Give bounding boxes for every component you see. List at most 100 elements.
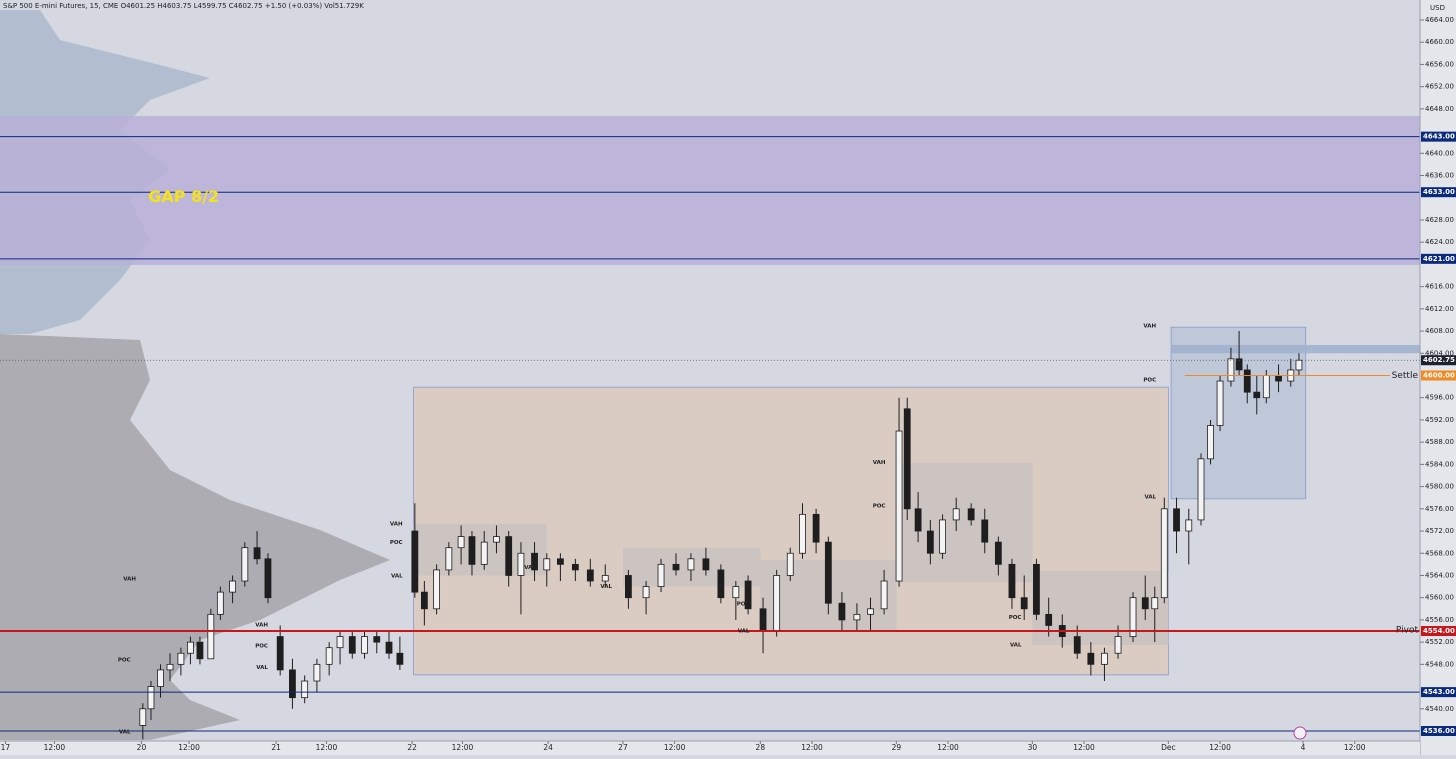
price-tag bbox=[1421, 355, 1456, 366]
candle-body bbox=[556, 558, 564, 565]
price-tag-label: 4554.00 bbox=[1423, 627, 1455, 635]
candle-body bbox=[385, 641, 393, 654]
candle-body bbox=[396, 652, 404, 665]
candle-body bbox=[624, 575, 632, 599]
y-tick-label: 4568.00 bbox=[1425, 549, 1454, 557]
candles bbox=[139, 331, 1303, 740]
profile-label: VAL bbox=[738, 629, 750, 635]
candle-body bbox=[838, 602, 846, 621]
profile-label: POC bbox=[873, 504, 886, 510]
overlay: Pivot Settle GAP 8/2 VAH POC VAL VAH POC VAL VAH P… bbox=[0, 136, 1420, 736]
candle-body bbox=[1295, 359, 1303, 371]
candle-body bbox=[361, 636, 368, 654]
y-tick-label: 4636.00 bbox=[1425, 172, 1454, 180]
x-tick-label: 4 bbox=[1301, 743, 1306, 752]
x-tick-label: 12:00 bbox=[1209, 743, 1231, 752]
candle-body bbox=[493, 536, 500, 543]
x-tick-label: 12:00 bbox=[452, 743, 474, 752]
y-tick-label: 4592.00 bbox=[1425, 416, 1454, 424]
zone bbox=[413, 523, 547, 576]
x-tick-label: 29 bbox=[892, 743, 902, 752]
profile-label: VAH bbox=[255, 622, 268, 628]
profile-label: VAL bbox=[600, 584, 612, 590]
candle-body bbox=[480, 541, 488, 565]
zones bbox=[0, 116, 1420, 676]
y-tick-label: 4540.00 bbox=[1425, 705, 1454, 713]
profile-label: POC bbox=[1143, 377, 1156, 383]
profile-label: POC bbox=[255, 644, 268, 650]
candle-body bbox=[1227, 358, 1235, 382]
candle-body bbox=[586, 569, 594, 582]
candle-body bbox=[824, 541, 832, 604]
candle-body bbox=[1185, 519, 1193, 532]
y-tick-label: 4560.00 bbox=[1425, 594, 1454, 602]
candle-body bbox=[166, 663, 174, 671]
profile-label: VAL bbox=[119, 730, 131, 736]
candle-body bbox=[1073, 636, 1081, 654]
x-tick-label: 17 bbox=[1, 743, 11, 752]
candle-body bbox=[505, 536, 513, 576]
y-tick-label: 4548.00 bbox=[1425, 660, 1454, 668]
candle-body bbox=[853, 613, 861, 621]
candle-body bbox=[1275, 375, 1282, 382]
profile-label: VAL bbox=[391, 574, 403, 580]
price-tag-label: 4600.00 bbox=[1423, 371, 1455, 379]
x-tick-label: Dec bbox=[1161, 743, 1176, 752]
candle-body bbox=[642, 586, 650, 599]
y-tick-label: 4604.00 bbox=[1425, 349, 1454, 357]
candle-body bbox=[939, 519, 946, 554]
candle-body bbox=[812, 513, 820, 543]
candle-body bbox=[445, 547, 453, 571]
y-tick-label: 4652.00 bbox=[1425, 83, 1454, 91]
y-tick-label: 4588.00 bbox=[1425, 438, 1454, 446]
y-tick-label: 4612.00 bbox=[1425, 305, 1454, 313]
candle-body bbox=[1114, 636, 1122, 654]
profile-label: VAL bbox=[1144, 495, 1156, 501]
y-tick-label: 4596.00 bbox=[1425, 394, 1454, 402]
price-tag-label: 4543.00 bbox=[1423, 688, 1455, 696]
time-axis bbox=[0, 741, 1420, 755]
candle-body bbox=[517, 552, 525, 576]
candle-body bbox=[1253, 391, 1261, 399]
y-tick-label: 4584.00 bbox=[1425, 460, 1454, 468]
candle-body bbox=[967, 508, 975, 521]
alert-icon[interactable] bbox=[1293, 726, 1307, 740]
candle-body bbox=[207, 613, 215, 660]
candle-body bbox=[867, 608, 874, 615]
profile-label: VAL bbox=[524, 565, 536, 571]
candle-body bbox=[1216, 380, 1224, 426]
chart-title: S&P 500 E-mini Futures, 15, CME O4601.25… bbox=[3, 2, 364, 10]
currency: USD bbox=[1430, 4, 1445, 12]
price-tag bbox=[1421, 626, 1456, 637]
profile-lower bbox=[0, 334, 390, 740]
price-tag-label: 4621.00 bbox=[1423, 255, 1455, 263]
candle-body bbox=[543, 558, 551, 571]
candle-body bbox=[289, 669, 296, 699]
price-tag bbox=[1421, 187, 1456, 198]
settle-name: Settle bbox=[1392, 371, 1419, 381]
candle-body bbox=[325, 647, 333, 665]
y-tick-label: 4576.00 bbox=[1425, 505, 1454, 513]
y-tick-label: 4656.00 bbox=[1425, 60, 1454, 68]
y-tick-label: 4616.00 bbox=[1425, 283, 1454, 291]
x-tick-label: 12:00 bbox=[1344, 743, 1366, 752]
candle-body bbox=[1173, 508, 1180, 532]
candle-body bbox=[687, 558, 695, 571]
candle-body bbox=[1129, 597, 1137, 637]
price-tag bbox=[1421, 370, 1456, 381]
candle-body bbox=[1197, 458, 1205, 521]
price-tag bbox=[1421, 253, 1456, 264]
profile-label: POC bbox=[118, 657, 131, 663]
candle-body bbox=[759, 608, 767, 632]
y-tick-label: 4640.00 bbox=[1425, 149, 1454, 157]
y-tick-label: 4660.00 bbox=[1425, 38, 1454, 46]
candle-body bbox=[336, 636, 344, 649]
x-tick-label: 22 bbox=[407, 743, 417, 752]
candle-body bbox=[420, 591, 428, 610]
y-tick-label: 4628.00 bbox=[1425, 216, 1454, 224]
y-tick-label: 4608.00 bbox=[1425, 327, 1454, 335]
candle-body bbox=[1262, 375, 1270, 399]
profile-label: POC bbox=[390, 540, 403, 546]
candle-body bbox=[531, 552, 538, 571]
